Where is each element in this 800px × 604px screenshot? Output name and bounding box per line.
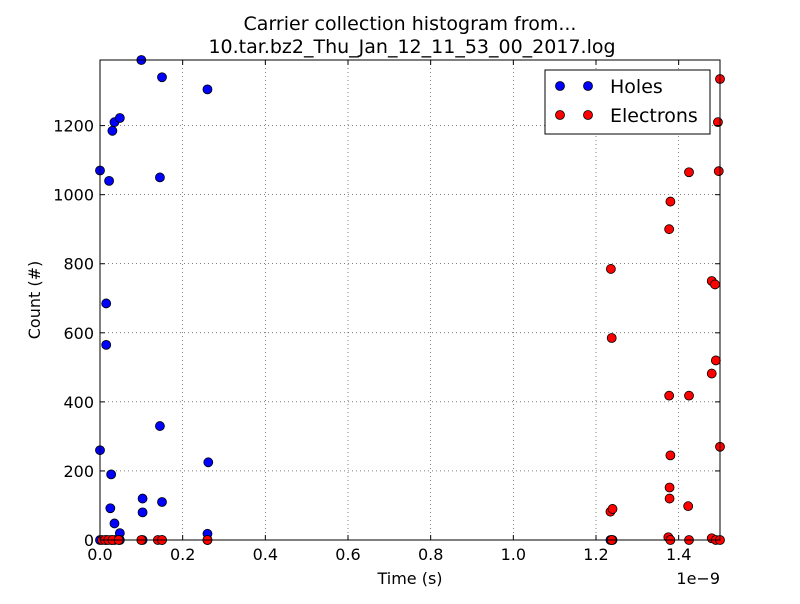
y-tick-label: 600 [63, 324, 94, 343]
data-point-electrons [605, 264, 616, 274]
data-point-holes [203, 457, 214, 468]
legend-electrons-marker-1 [555, 110, 565, 120]
data-point-holes [155, 421, 165, 431]
data-point-holes [202, 84, 213, 95]
data-point-electrons [684, 390, 694, 401]
legend: Holes Electrons [544, 69, 711, 135]
legend-holes-marker-2 [583, 81, 593, 91]
data-point-electrons [684, 167, 694, 178]
x-tick-label: 1.0 [501, 545, 526, 564]
y-tick-label: 400 [63, 393, 94, 412]
data-point-electrons [664, 482, 675, 493]
chart-title-line-2: 10.tar.bz2_Thu_Jan_12_11_53_00_2017.log [208, 36, 615, 58]
data-point-holes [155, 172, 165, 183]
x-axis-label: Time (s) [376, 569, 442, 588]
data-point-holes [137, 493, 148, 504]
legend-electrons-label: Electrons [610, 105, 698, 127]
data-point-holes [104, 175, 114, 186]
data-point-electrons [664, 493, 675, 504]
data-point-electrons [607, 504, 618, 514]
x-tick-label: 0.4 [253, 545, 278, 564]
y-tick-label: 800 [63, 255, 94, 274]
data-point-holes [114, 113, 125, 123]
y-tick-label: 200 [63, 462, 94, 481]
y-axis-label: Count (#) [25, 261, 44, 340]
data-point-holes [137, 507, 148, 518]
x-tick-label: 1.4 [666, 545, 691, 564]
data-point-electrons [710, 355, 721, 366]
x-tick-label: 0.0 [87, 545, 112, 564]
x-tick-label: 0.6 [335, 545, 360, 564]
data-point-electrons [713, 166, 724, 177]
data-point-electrons [683, 501, 694, 512]
data-point-electrons [665, 450, 676, 461]
legend-box [544, 69, 711, 135]
data-point-holes [106, 469, 117, 480]
data-point-holes [107, 125, 118, 136]
data-point-electrons [710, 279, 720, 290]
x-tick-label: 0.2 [170, 545, 195, 564]
x-tick-label: 1.2 [583, 545, 608, 564]
data-point-electrons [664, 224, 675, 235]
data-point-holes [101, 298, 112, 309]
legend-holes-marker-1 [555, 81, 565, 91]
data-point-electrons [706, 368, 717, 379]
data-point-electrons [664, 390, 675, 401]
y-tick-label: 1200 [53, 117, 94, 136]
data-point-electrons [606, 333, 617, 343]
legend-electrons-marker-2 [583, 110, 593, 120]
data-point-holes [109, 518, 120, 529]
data-point-holes [105, 503, 116, 514]
y-tick-label: 1000 [53, 186, 94, 205]
data-point-holes [101, 339, 112, 350]
data-point-holes [157, 72, 167, 83]
legend-holes-label: Holes [610, 76, 663, 98]
chart-title-line-1: Carrier collection histogram from... [244, 13, 577, 35]
y-tick-label: 0 [84, 531, 94, 550]
x-tick-label: 0.8 [418, 545, 443, 564]
data-point-electrons [665, 196, 676, 207]
data-point-holes [157, 497, 167, 507]
plot-frame [99, 59, 721, 541]
axis-ticks: 0.0 0.2 0.4 0.6 0.8 1.0 1.2 1.4 0 200 400 600 800 100… [53, 60, 720, 564]
x-offset-label: 1e−9 [676, 569, 720, 588]
